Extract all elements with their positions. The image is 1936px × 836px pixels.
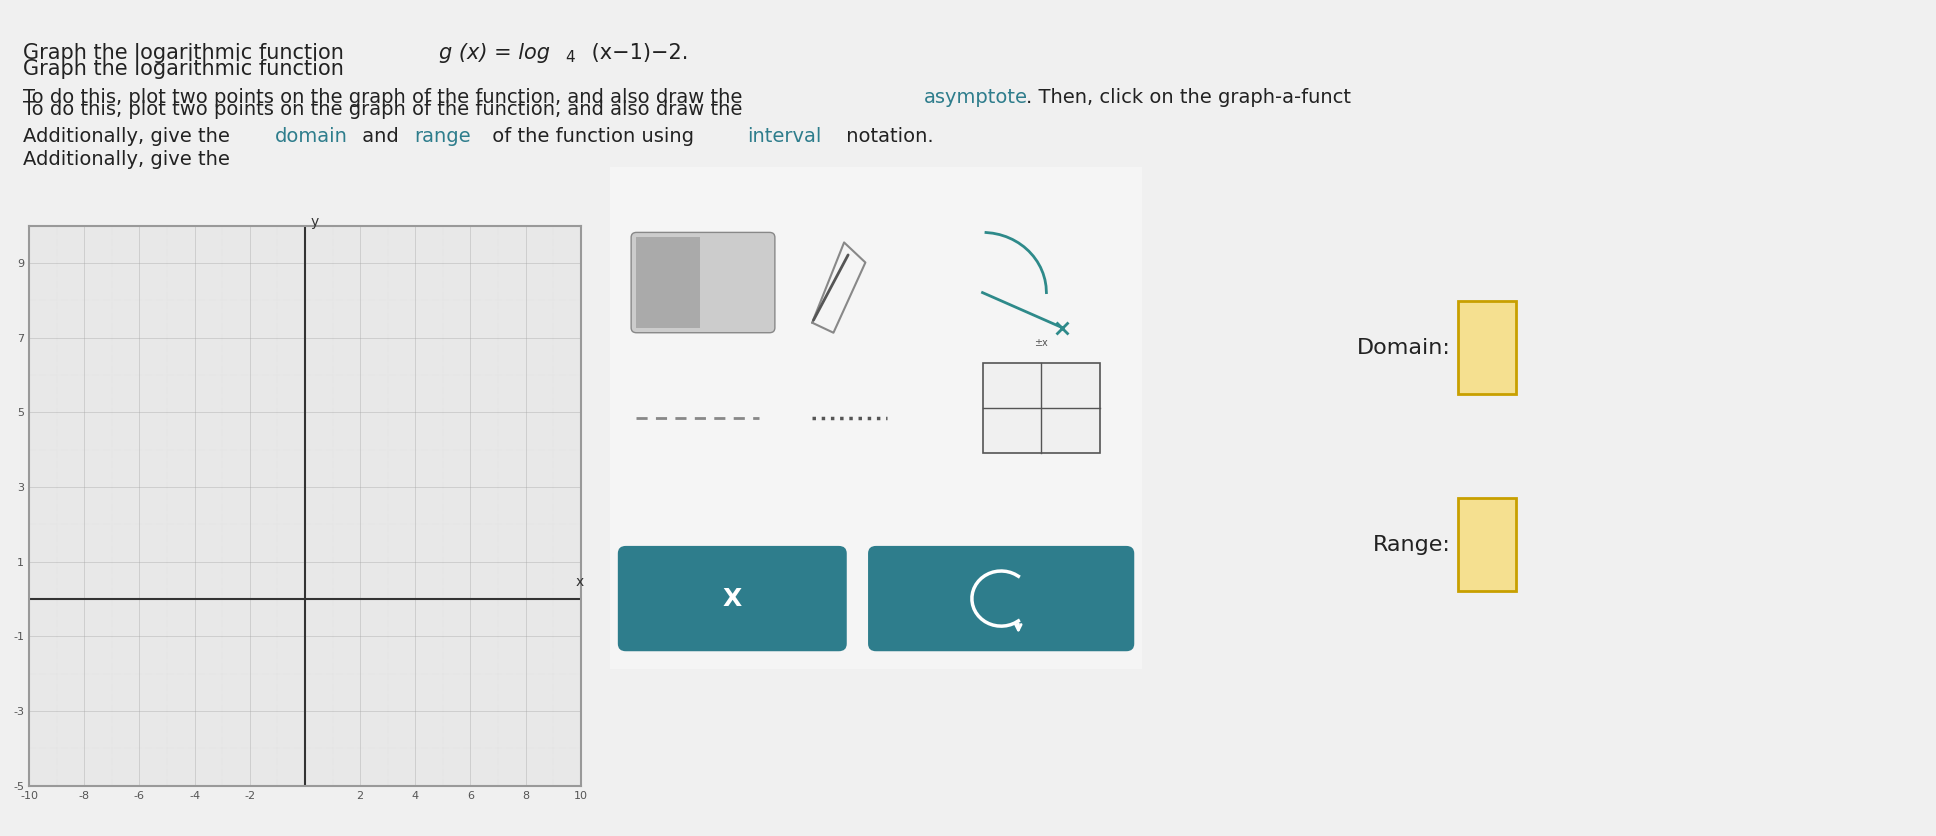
Text: (x−1)−2.: (x−1)−2.: [585, 43, 687, 64]
Text: y: y: [310, 215, 319, 229]
Text: range: range: [414, 127, 470, 146]
Text: interval: interval: [747, 127, 821, 146]
Text: notation.: notation.: [840, 127, 933, 146]
Text: domain: domain: [275, 127, 348, 146]
Text: Graph the logarithmic function: Graph the logarithmic function: [23, 43, 350, 64]
Text: Additionally, give the: Additionally, give the: [23, 127, 236, 146]
Text: Graph the logarithmic function: Graph the logarithmic function: [23, 59, 350, 79]
Bar: [983, 363, 1100, 453]
Text: . Then, click on the graph-a-funct: . Then, click on the graph-a-funct: [1026, 88, 1351, 107]
Text: X: X: [722, 587, 741, 610]
Text: 4: 4: [565, 50, 575, 65]
FancyBboxPatch shape: [867, 546, 1134, 651]
FancyBboxPatch shape: [608, 165, 1144, 671]
Text: Range:: Range:: [1373, 535, 1452, 555]
Text: of the function using: of the function using: [486, 127, 701, 146]
Text: ±x: ±x: [1034, 338, 1047, 348]
FancyBboxPatch shape: [618, 546, 846, 651]
Text: asymptote: asymptote: [923, 88, 1028, 107]
Text: Additionally, give the: Additionally, give the: [23, 150, 236, 170]
FancyBboxPatch shape: [637, 237, 701, 328]
FancyBboxPatch shape: [631, 232, 774, 333]
Text: g (x) = log: g (x) = log: [439, 43, 550, 64]
Text: Domain:: Domain:: [1357, 338, 1452, 358]
FancyBboxPatch shape: [1458, 301, 1516, 395]
Text: To do this, plot two points on the graph of the function, and also draw the: To do this, plot two points on the graph…: [23, 88, 749, 107]
Text: To do this, plot two points on the graph of the function, and also draw the: To do this, plot two points on the graph…: [23, 100, 749, 120]
FancyBboxPatch shape: [1458, 498, 1516, 591]
Text: x: x: [575, 575, 583, 589]
Text: and: and: [356, 127, 405, 146]
